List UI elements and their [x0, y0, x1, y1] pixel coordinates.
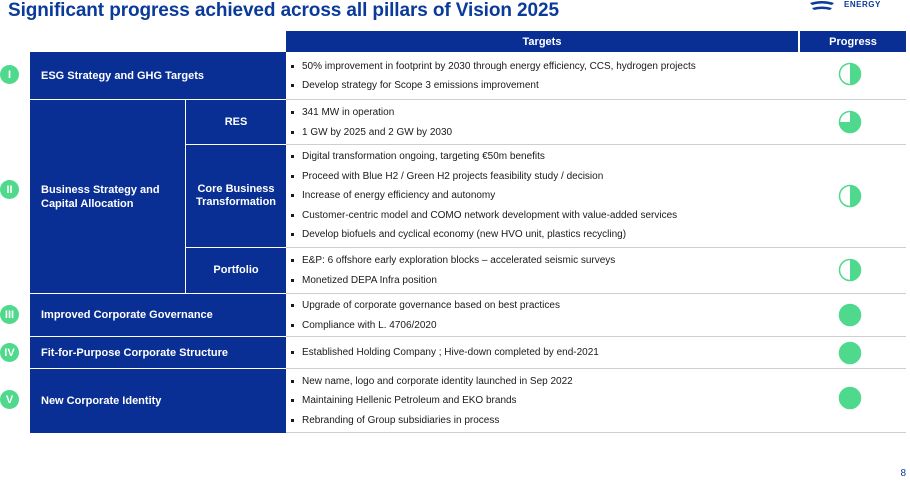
page-number: 8	[900, 468, 906, 479]
targets-cell-core-business: Digital transformation ongoing, targetin…	[286, 147, 799, 245]
pillar-esg-box: ESG Strategy and GHG Targets	[30, 52, 286, 99]
target-item: Established Holding Company ; Hive-down …	[289, 343, 799, 363]
pillar-marker-2: II	[0, 180, 19, 199]
pillar-marker-3: III	[0, 305, 19, 324]
target-item: E&P: 6 offshore early exploration blocks…	[289, 251, 799, 271]
target-item: Compliance with L. 4706/2020	[289, 316, 799, 336]
target-item: 50% improvement in footprint by 2030 thr…	[289, 57, 799, 77]
target-item: Proceed with Blue H2 / Green H2 projects…	[289, 167, 799, 187]
row-divider	[286, 247, 906, 248]
progress-ball-icon	[838, 110, 862, 134]
progress-ball-icon	[838, 341, 862, 365]
sub-pillar-label: Portfolio	[213, 264, 259, 276]
target-item: Develop biofuels and cyclical economy (n…	[289, 225, 799, 245]
targets-cell-corporate-structure: Established Holding Company ; Hive-down …	[286, 338, 799, 368]
pillar-marker-5: V	[0, 390, 19, 409]
row-divider	[286, 432, 906, 433]
pillar-business-strategy-box: Business Strategy and Capital Allocation	[30, 100, 185, 293]
pillar-corporate-structure-box: Fit-for-Purpose Corporate Structure	[30, 337, 286, 368]
sub-pillar-res-box: RES	[186, 100, 286, 144]
pillar-label: Business Strategy and Capital Allocation	[41, 183, 160, 210]
row-divider	[286, 144, 906, 145]
target-item: 341 MW in operation	[289, 103, 799, 123]
target-item: 1 GW by 2025 and 2 GW by 2030	[289, 123, 799, 143]
target-item: Monetized DEPA Infra position	[289, 271, 799, 291]
target-item: Digital transformation ongoing, targetin…	[289, 147, 799, 167]
pillar-label: Fit-for-Purpose Corporate Structure	[41, 346, 229, 359]
targets-cell-res: 341 MW in operation 1 GW by 2025 and 2 G…	[286, 102, 799, 143]
pillar-governance-box: Improved Corporate Governance	[30, 294, 286, 336]
company-logo: ENERGY	[808, 0, 888, 14]
sub-pillar-label: Core Business Transformation	[195, 183, 277, 208]
target-item: Develop strategy for Scope 3 emissions i…	[289, 76, 799, 96]
target-item: Maintaining Hellenic Petroleum and EKO b…	[289, 391, 799, 411]
targets-cell-corporate-identity: New name, logo and corporate identity la…	[286, 371, 799, 431]
target-item: Upgrade of corporate governance based on…	[289, 296, 799, 316]
target-item: Customer-centric model and COMO network …	[289, 206, 799, 226]
pillar-label: ESG Strategy and GHG Targets	[41, 69, 205, 82]
sub-pillar-label: RES	[224, 115, 248, 128]
pillar-label: Improved Corporate Governance	[41, 309, 213, 321]
pillar-marker-1: I	[0, 65, 19, 84]
progress-header: Progress	[800, 31, 906, 52]
progress-ball-icon	[838, 62, 862, 86]
sub-pillar-portfolio-box: Portfolio	[186, 248, 286, 293]
row-divider	[286, 293, 906, 294]
sub-pillar-core-business-box: Core Business Transformation	[186, 145, 286, 247]
target-item: Rebranding of Group subsidiaries in proc…	[289, 411, 799, 431]
target-item: New name, logo and corporate identity la…	[289, 372, 799, 392]
row-divider	[286, 368, 906, 369]
targets-cell-esg: 50% improvement in footprint by 2030 thr…	[286, 55, 799, 97]
row-divider	[286, 99, 906, 100]
progress-ball-icon	[838, 184, 862, 208]
progress-ball-icon	[838, 386, 862, 410]
target-item: Increase of energy efficiency and autono…	[289, 186, 799, 206]
targets-cell-governance: Upgrade of corporate governance based on…	[286, 295, 799, 336]
page-title: Significant progress achieved across all…	[8, 0, 559, 21]
pillar-label: New Corporate Identity	[41, 395, 162, 407]
logo-mark-icon	[810, 1, 834, 10]
pillar-corporate-identity-box: New Corporate Identity	[30, 369, 286, 433]
pillar-marker-4: IV	[0, 343, 19, 362]
progress-ball-icon	[838, 303, 862, 327]
progress-ball-icon	[838, 258, 862, 282]
targets-header: Targets	[286, 31, 798, 52]
row-divider	[286, 336, 906, 337]
logo-text: ENERGY	[844, 0, 881, 9]
targets-cell-portfolio: E&P: 6 offshore early exploration blocks…	[286, 250, 799, 291]
